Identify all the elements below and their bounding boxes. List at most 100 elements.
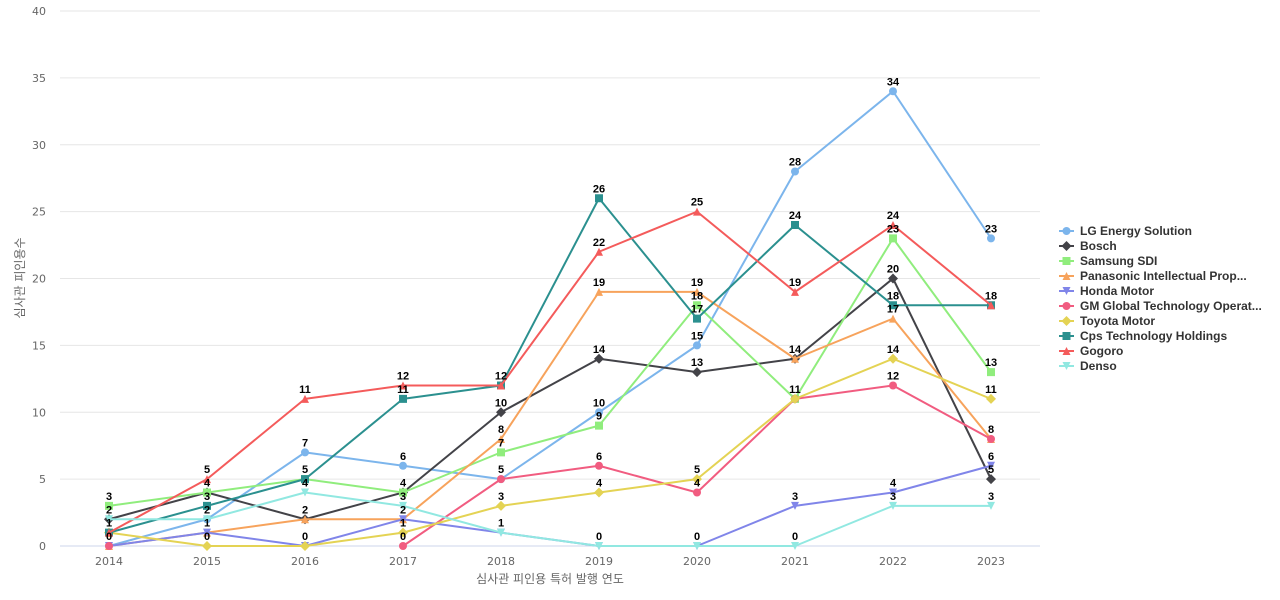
- legend-item[interactable]: Bosch: [1059, 239, 1117, 253]
- data-point: [889, 87, 897, 96]
- x-tick-label: 2015: [193, 555, 221, 568]
- legend-marker: [1062, 362, 1071, 370]
- legend-item[interactable]: LG Energy Solution: [1059, 224, 1192, 238]
- y-tick-label: 10: [32, 406, 46, 419]
- series-6: [104, 353, 996, 551]
- x-tick-label: 2019: [585, 555, 613, 568]
- data-label: 15: [691, 330, 703, 342]
- series-9: [105, 488, 995, 550]
- data-label: 18: [691, 290, 703, 302]
- legend-marker: [1062, 272, 1071, 280]
- data-point: [692, 474, 702, 485]
- data-point: [889, 221, 897, 229]
- data-label: 20: [887, 264, 899, 276]
- legend-marker: [1062, 257, 1071, 265]
- legend-label: LG Energy Solution: [1080, 224, 1192, 238]
- data-label: 26: [593, 183, 605, 195]
- data-point: [987, 461, 995, 470]
- data-label: 3: [890, 491, 896, 503]
- y-tick-label: 20: [32, 273, 46, 286]
- data-label: 5: [694, 464, 700, 476]
- y-tick-label: 35: [32, 72, 46, 85]
- data-point: [693, 488, 701, 497]
- data-label: 10: [593, 397, 605, 409]
- legend-item[interactable]: GM Global Technology Operat...: [1059, 299, 1262, 313]
- data-point: [497, 435, 505, 443]
- series-line: [108, 197, 992, 534]
- data-point: [105, 515, 113, 524]
- data-label: 6: [596, 451, 602, 463]
- series-1: [104, 273, 996, 525]
- y-tick-label: 25: [32, 206, 46, 219]
- data-label: 0: [596, 531, 602, 543]
- data-point: [105, 528, 113, 537]
- data-label: 4: [400, 478, 407, 490]
- data-point: [791, 542, 799, 550]
- legend-label: Gogoro: [1080, 344, 1123, 358]
- data-label: 5: [498, 464, 504, 476]
- data-point: [693, 207, 701, 216]
- data-point: [889, 314, 897, 323]
- data-label: 11: [985, 384, 997, 396]
- data-label: 5: [302, 464, 308, 476]
- data-label: 34: [887, 76, 900, 88]
- data-point: [399, 542, 407, 550]
- data-label: 0: [204, 531, 210, 543]
- data-label: 22: [593, 237, 605, 249]
- y-axis-ticks: 0 5 10 15 20 25 30 35 40: [32, 5, 46, 553]
- x-axis-title: 심사관 피인용 특허 발행 연도: [476, 571, 624, 586]
- data-point: [301, 448, 309, 457]
- data-point: [594, 353, 604, 364]
- data-label: 14: [593, 344, 606, 356]
- data-point: [986, 474, 996, 485]
- data-point: [399, 394, 407, 403]
- legend-marker: [1062, 332, 1071, 340]
- data-point: [105, 542, 113, 550]
- data-label: 19: [789, 277, 801, 289]
- legend-item[interactable]: Honda Motor: [1059, 284, 1154, 298]
- legend-item[interactable]: Toyota Motor: [1059, 314, 1155, 328]
- data-label: 19: [593, 277, 605, 289]
- legend-item[interactable]: Denso: [1059, 359, 1117, 373]
- data-point: [791, 287, 799, 296]
- series-line: [108, 357, 992, 547]
- data-point: [203, 515, 211, 524]
- data-point: [790, 393, 800, 404]
- legend-label: Cps Technology Holdings: [1080, 329, 1227, 343]
- data-point: [595, 287, 603, 296]
- legend-label: Panasonic Intellectual Prop...: [1080, 269, 1247, 283]
- legend-item[interactable]: Cps Technology Holdings: [1059, 329, 1227, 343]
- legend-marker: [1061, 316, 1072, 326]
- data-point: [693, 314, 701, 323]
- data-label: 0: [106, 531, 112, 543]
- data-point: [791, 354, 799, 363]
- y-tick-label: 5: [39, 473, 46, 486]
- data-point: [889, 234, 897, 243]
- data-label: 23: [887, 223, 899, 235]
- legend-item[interactable]: Samsung SDI: [1059, 254, 1157, 268]
- x-tick-label: 2016: [291, 555, 319, 568]
- data-label: 12: [495, 371, 507, 383]
- legend-item[interactable]: Gogoro: [1059, 344, 1123, 358]
- series-line: [108, 237, 992, 507]
- legend-item[interactable]: Panasonic Intellectual Prop...: [1059, 269, 1247, 283]
- data-point: [693, 542, 701, 550]
- data-label: 9: [596, 411, 602, 423]
- data-point: [889, 488, 897, 497]
- data-point: [399, 515, 407, 524]
- data-point: [987, 501, 995, 510]
- data-point: [301, 475, 309, 484]
- data-label: 10: [495, 397, 507, 409]
- data-label: 4: [694, 478, 701, 490]
- x-axis-ticks: 2014 2015 2016 2017 2018 2019 2020 2021 2022 2023: [95, 555, 1005, 568]
- data-label: 17: [691, 304, 703, 316]
- data-label: 2: [400, 504, 406, 516]
- data-label: 4: [302, 478, 309, 490]
- data-point: [987, 301, 995, 310]
- data-label: 19: [691, 277, 703, 289]
- data-point: [496, 407, 506, 418]
- series-line: [108, 464, 992, 547]
- data-point: [398, 527, 408, 538]
- data-point: [203, 488, 211, 497]
